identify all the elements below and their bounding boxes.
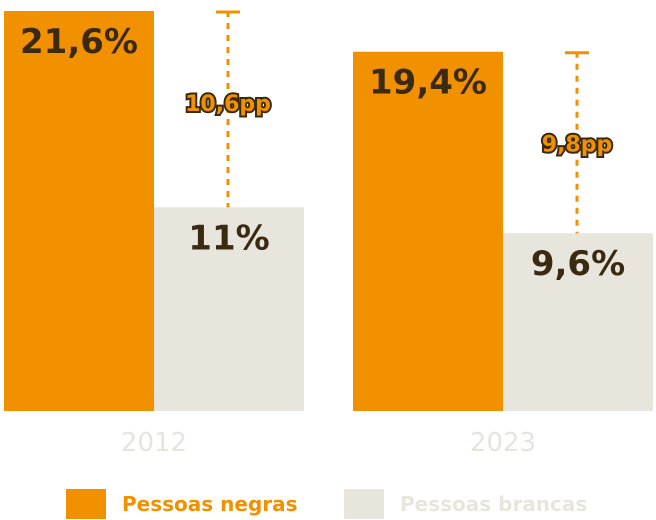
data-label-pessoas-negras-2023: 19,4% xyxy=(369,63,487,103)
bar-pessoas-brancas-2023 xyxy=(503,233,653,411)
data-label-pessoas-negras-2012: 21,6% xyxy=(20,22,138,62)
x-tick-label-2023: 2023 xyxy=(470,428,536,458)
gap-label-2012: 10,6pp xyxy=(185,92,271,117)
bar-pessoas-negras-2023 xyxy=(353,51,503,411)
legend-swatch-pessoas-brancas xyxy=(344,489,384,519)
x-tick-label-2012: 2012 xyxy=(121,428,187,458)
legend-swatch-pessoas-negras xyxy=(66,489,106,519)
gap-label-2023: 9,8pp xyxy=(542,133,612,158)
bar-pessoas-brancas-2012 xyxy=(154,207,304,411)
data-label-pessoas-brancas-2023: 9,6% xyxy=(531,244,625,284)
data-label-pessoas-brancas-2012: 11% xyxy=(188,218,269,258)
legend-label-pessoas-brancas: Pessoas brancas xyxy=(400,492,587,516)
bar-pessoas-negras-2012 xyxy=(4,11,154,411)
legend-label-pessoas-negras: Pessoas negras xyxy=(122,492,298,516)
